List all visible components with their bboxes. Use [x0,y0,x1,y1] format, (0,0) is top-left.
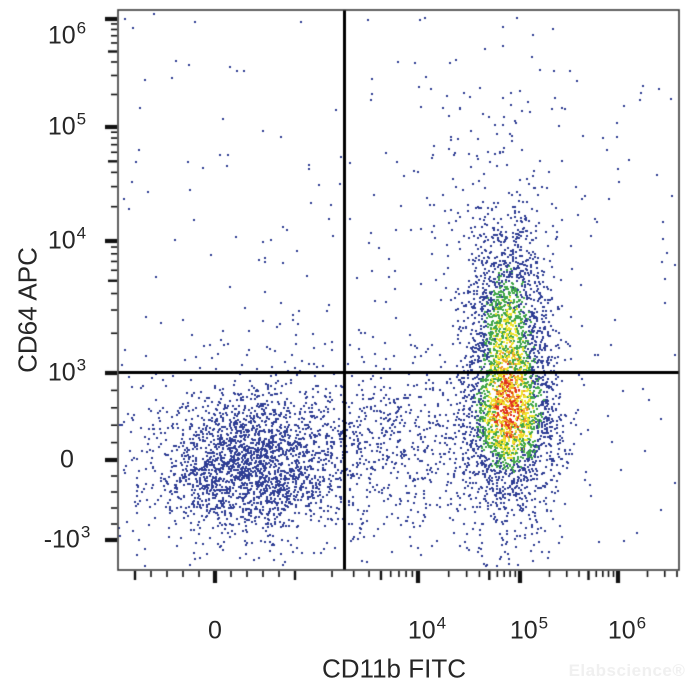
x-tick-label: 10 4 [407,613,447,645]
y-tick-label: 10 4 [47,223,87,255]
x-tick-label: 10 5 [509,613,549,645]
y-tick-label: 10 3 [47,355,87,387]
watermark: Elabscience® [568,661,686,680]
y-tick-label: 10 6 [47,18,87,50]
x-axis-title: CD11b FITC [322,653,466,684]
x-tick-label: 10 6 [607,613,647,645]
y-tick-label: 0 [60,445,74,474]
x-tick-label: 0 [208,616,222,645]
y-tick-label: 10 5 [47,109,87,141]
y-axis-title: CD64 APC [12,247,43,373]
y-tick-label: -10 3 [43,522,91,554]
